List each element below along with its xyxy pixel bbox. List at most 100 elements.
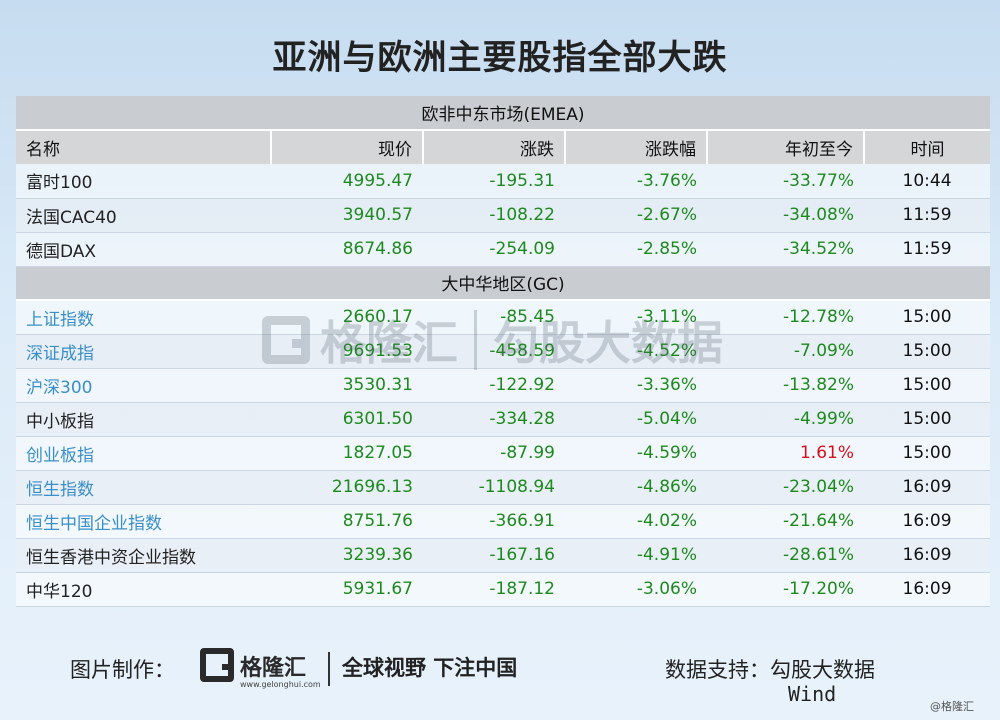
cell-time: 15:00	[864, 402, 991, 437]
cell-price: 3530.31	[271, 368, 423, 403]
cell-change: -1108.94	[423, 470, 565, 505]
cell-pct: -4.59%	[565, 436, 707, 471]
cell-change: -366.91	[423, 504, 565, 539]
cell-name: 中华120	[16, 572, 271, 607]
cell-name[interactable]: 深证成指	[16, 334, 271, 369]
cell-price: 6301.50	[271, 402, 423, 437]
section-header: 欧非中东市场(EMEA)	[16, 96, 991, 131]
cell-name: 富时100	[16, 164, 271, 199]
table-row: 沪深300 3530.31 -122.92 -3.36% -13.82% 15:00	[16, 368, 991, 403]
cell-price: 8751.76	[271, 504, 423, 539]
cell-ytd: -33.77%	[707, 164, 864, 199]
cell-pct: -2.85%	[565, 232, 707, 267]
section-label: 大中华地区(GC)	[16, 266, 991, 301]
cell-pct: -3.11%	[565, 300, 707, 335]
cell-ytd: -7.09%	[707, 334, 864, 369]
cell-name[interactable]: 沪深300	[16, 368, 271, 403]
cell-ytd: -21.64%	[707, 504, 864, 539]
cell-pct: -4.86%	[565, 470, 707, 505]
cell-price: 9691.53	[271, 334, 423, 369]
cell-price: 1827.05	[271, 436, 423, 471]
section-header: 大中华地区(GC)	[16, 266, 991, 301]
cell-price: 2660.17	[271, 300, 423, 335]
gelonghui-logo-icon	[200, 648, 234, 682]
cell-name: 法国CAC40	[16, 198, 271, 233]
footer-support-value-wind: Wind	[788, 682, 837, 706]
cell-change: -458.59	[423, 334, 565, 369]
cell-time: 15:00	[864, 300, 991, 335]
cell-name: 恒生香港中资企业指数	[16, 538, 271, 573]
cell-change: -85.45	[423, 300, 565, 335]
cell-price: 8674.86	[271, 232, 423, 267]
table-row: 富时100 4995.47 -195.31 -3.76% -33.77% 10:44	[16, 164, 991, 199]
column-header-time: 时间	[864, 130, 991, 164]
cell-name[interactable]: 恒生中国企业指数	[16, 504, 271, 539]
cell-ytd: 1.61%	[707, 436, 864, 471]
cell-pct: -3.06%	[565, 572, 707, 607]
cell-pct: -3.76%	[565, 164, 707, 199]
cell-pct: -5.04%	[565, 402, 707, 437]
column-header-pct: 涨跌幅	[565, 130, 708, 164]
cell-name[interactable]: 上证指数	[16, 300, 271, 335]
table-row: 上证指数 2660.17 -85.45 -3.11% -12.78% 15:00	[16, 300, 991, 335]
table-row: 法国CAC40 3940.57 -108.22 -2.67% -34.08% 11:59	[16, 198, 991, 233]
cell-change: -254.09	[423, 232, 565, 267]
footer-credit: @格隆汇	[930, 700, 974, 713]
footer-maker-label: 图片制作：	[70, 658, 175, 682]
cell-ytd: -17.20%	[707, 572, 864, 607]
cell-ytd: -23.04%	[707, 470, 864, 505]
cell-name[interactable]: 创业板指	[16, 436, 271, 471]
cell-change: -122.92	[423, 368, 565, 403]
cell-name: 德国DAX	[16, 232, 271, 267]
column-header-name: 名称	[16, 130, 272, 164]
table-row: 德国DAX 8674.86 -254.09 -2.85% -34.52% 11:59	[16, 232, 991, 267]
footer-support-label: 数据支持：	[665, 658, 770, 682]
cell-ytd: -13.82%	[707, 368, 864, 403]
cell-name[interactable]: 恒生指数	[16, 470, 271, 505]
column-header-price: 现价	[271, 130, 424, 164]
table-row: 深证成指 9691.53 -458.59 -4.52% -7.09% 15:00	[16, 334, 991, 369]
cell-time: 15:00	[864, 436, 991, 471]
column-header-row: 名称 现价 涨跌 涨跌幅 年初至今 时间	[16, 130, 991, 164]
cell-pct: -4.52%	[565, 334, 707, 369]
cell-time: 11:59	[864, 198, 991, 233]
cell-ytd: -28.61%	[707, 538, 864, 573]
section-label: 欧非中东市场(EMEA)	[16, 96, 991, 131]
cell-price: 5931.67	[271, 572, 423, 607]
cell-time: 16:09	[864, 504, 991, 539]
cell-change: -167.16	[423, 538, 565, 573]
footer-divider	[328, 652, 330, 686]
cell-time: 16:09	[864, 470, 991, 505]
cell-pct: -4.02%	[565, 504, 707, 539]
cell-pct: -3.36%	[565, 368, 707, 403]
footer-support: 数据支持：勾股大数据	[665, 654, 875, 684]
cell-time: 16:09	[864, 538, 991, 573]
table-row: 中小板指 6301.50 -334.28 -5.04% -4.99% 15:00	[16, 402, 991, 437]
column-header-ytd: 年初至今	[707, 130, 865, 164]
cell-price: 3239.36	[271, 538, 423, 573]
cell-ytd: -34.52%	[707, 232, 864, 267]
footer-brand: 格隆汇	[240, 656, 307, 681]
cell-change: -195.31	[423, 164, 565, 199]
footer-slogan: 全球视野 下注中国	[342, 656, 518, 680]
cell-change: -108.22	[423, 198, 565, 233]
cell-time: 10:44	[864, 164, 991, 199]
cell-change: -334.28	[423, 402, 565, 437]
cell-ytd: -34.08%	[707, 198, 864, 233]
column-header-change: 涨跌	[423, 130, 566, 164]
footer-support-value: 勾股大数据	[770, 658, 875, 682]
table-row: 恒生指数 21696.13 -1108.94 -4.86% -23.04% 16:09	[16, 470, 991, 505]
table-row: 创业板指 1827.05 -87.99 -4.59% 1.61% 15:00	[16, 436, 991, 471]
cell-change: -187.12	[423, 572, 565, 607]
page-title: 亚洲与欧洲主要股指全部大跌	[272, 38, 728, 78]
cell-price: 4995.47	[271, 164, 423, 199]
cell-ytd: -4.99%	[707, 402, 864, 437]
cell-name: 中小板指	[16, 402, 271, 437]
cell-price: 21696.13	[271, 470, 423, 505]
index-table: 欧非中东市场(EMEA) 名称 现价 涨跌 涨跌幅 年初至今 时间 富时100 4995.47-…	[16, 96, 991, 607]
table-row: 恒生香港中资企业指数 3239.36 -167.16 -4.91% -28.61% 16:…	[16, 538, 991, 573]
cell-price: 3940.57	[271, 198, 423, 233]
cell-time: 15:00	[864, 368, 991, 403]
cell-ytd: -12.78%	[707, 300, 864, 335]
cell-time: 16:09	[864, 572, 991, 607]
